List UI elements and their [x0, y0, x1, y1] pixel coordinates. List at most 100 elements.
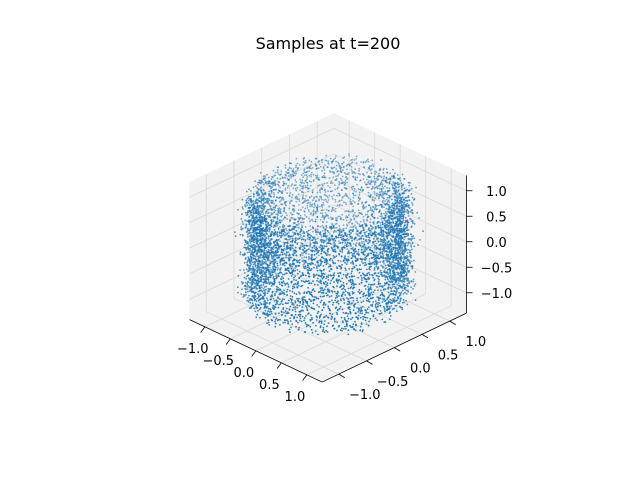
scatter-point	[373, 217, 376, 219]
scatter-point	[268, 230, 271, 233]
scatter-point	[333, 318, 336, 321]
scatter-point	[368, 320, 370, 323]
scatter-point	[324, 280, 327, 283]
scatter-point	[265, 246, 267, 249]
scatter-point	[381, 239, 383, 241]
scatter-point	[286, 192, 288, 195]
scatter-point	[275, 288, 278, 291]
scatter-point	[310, 291, 313, 294]
scatter-point	[247, 220, 250, 223]
scatter-point	[391, 192, 394, 195]
scatter-point	[268, 259, 271, 262]
scatter-point	[399, 194, 402, 196]
scatter-point	[273, 284, 275, 286]
scatter-point	[348, 229, 351, 232]
scatter-point	[356, 259, 359, 262]
scatter-point	[337, 272, 339, 275]
scatter-point	[330, 160, 333, 163]
scatter-point	[283, 253, 286, 255]
scatter-point	[348, 233, 351, 236]
scatter-point	[374, 244, 376, 247]
scatter-point	[331, 170, 334, 173]
scatter-point	[402, 285, 404, 287]
scatter-point	[343, 238, 346, 241]
scatter-point	[345, 193, 348, 196]
scatter-point	[258, 193, 261, 196]
scatter-point	[358, 271, 361, 274]
scatter-point	[297, 209, 300, 211]
scatter-point	[410, 286, 412, 289]
scatter-point	[258, 241, 261, 244]
scatter-point	[323, 273, 326, 275]
scatter-point	[306, 178, 308, 180]
scatter-point	[249, 220, 252, 223]
scatter-point	[289, 212, 292, 214]
scatter-point	[243, 252, 246, 255]
scatter-point	[407, 264, 410, 267]
scatter-point	[299, 184, 301, 187]
scatter-point	[384, 216, 386, 219]
scatter-point	[367, 228, 370, 231]
scatter-point	[315, 195, 317, 198]
scatter-point	[309, 243, 312, 245]
scatter-point	[341, 179, 343, 182]
scatter-point	[422, 230, 424, 233]
scatter-point	[399, 258, 402, 260]
scatter-point	[386, 257, 388, 259]
scatter-point	[333, 184, 336, 187]
scatter-point	[328, 270, 331, 272]
scatter-point	[264, 179, 266, 182]
scatter-point	[397, 197, 400, 200]
scatter-point	[246, 282, 249, 285]
scatter-point	[383, 321, 386, 323]
scatter-point	[286, 282, 289, 285]
scatter-point	[327, 250, 329, 253]
scatter-point	[367, 288, 370, 291]
scatter-point	[408, 281, 410, 283]
scatter-point	[410, 220, 413, 223]
scatter-point	[350, 168, 353, 171]
scatter-point	[269, 239, 272, 242]
scatter-point	[374, 197, 377, 200]
scatter-point	[262, 311, 265, 314]
scatter-point	[248, 239, 251, 242]
scatter-point	[331, 291, 334, 293]
scatter-point	[272, 226, 275, 229]
scatter-point	[274, 247, 276, 249]
scatter-point	[370, 257, 373, 259]
scatter-point	[342, 311, 345, 314]
scatter-point	[282, 241, 285, 244]
scatter-point	[303, 247, 306, 250]
scatter-point	[277, 211, 280, 214]
scatter-point	[270, 255, 273, 257]
scatter-point	[254, 217, 257, 219]
scatter-point	[407, 212, 410, 215]
scatter-point	[365, 230, 368, 233]
scatter-point	[311, 226, 314, 229]
scatter-point	[344, 255, 346, 257]
scatter-point	[326, 182, 328, 185]
scatter-point	[292, 270, 294, 273]
scatter-point	[293, 276, 295, 279]
scatter-point	[326, 289, 329, 291]
scatter-point	[353, 303, 356, 306]
scatter-point	[262, 284, 265, 286]
scatter-point	[327, 305, 329, 308]
scatter-point	[353, 159, 356, 161]
scatter-point	[344, 180, 347, 182]
scatter-point	[339, 215, 341, 218]
scatter-point	[327, 162, 330, 164]
scatter-point	[286, 240, 289, 243]
scatter-point	[296, 212, 299, 215]
scatter-point	[262, 227, 264, 230]
scatter-point	[319, 290, 321, 293]
scatter-point	[241, 253, 244, 256]
scatter-point	[331, 207, 334, 209]
scatter-point	[343, 184, 346, 186]
scatter-point	[344, 290, 347, 293]
scatter-point	[403, 301, 406, 304]
scatter-point	[361, 312, 363, 315]
scatter-point	[406, 202, 408, 205]
scatter-point	[318, 320, 321, 323]
scatter-point	[329, 257, 332, 260]
